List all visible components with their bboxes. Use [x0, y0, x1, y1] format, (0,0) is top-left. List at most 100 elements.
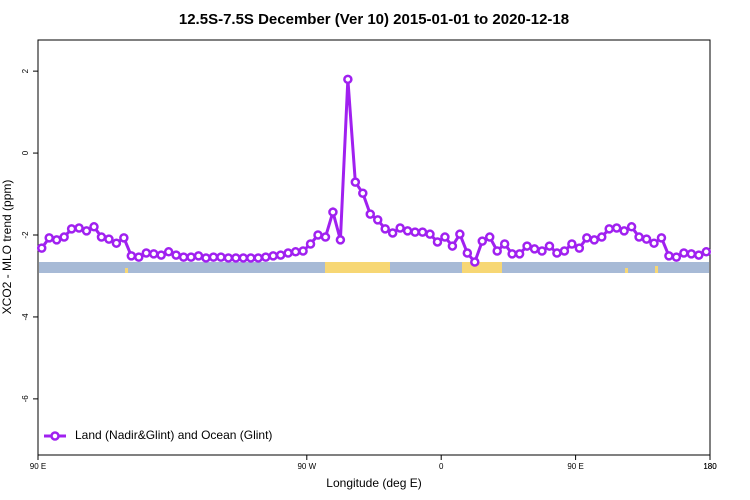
data-point	[402, 226, 413, 236]
plot-frame	[37, 39, 711, 456]
data-point	[59, 232, 69, 242]
data-line	[40, 79, 707, 266]
data-point	[253, 253, 264, 263]
data-point	[656, 233, 667, 243]
data-point	[96, 232, 107, 242]
data-point	[537, 246, 547, 256]
data-point	[619, 226, 629, 236]
data-point	[417, 227, 428, 237]
data-point	[126, 251, 137, 261]
data-point	[365, 209, 376, 219]
data-point	[298, 246, 308, 256]
x-tick-label: 90 E	[567, 462, 583, 471]
data-point	[567, 239, 577, 249]
data-point	[425, 229, 435, 239]
x-tick-label: 0	[439, 462, 444, 471]
land-speck	[125, 268, 128, 273]
data-point	[328, 207, 338, 217]
data-point	[178, 252, 189, 262]
data-point	[290, 247, 301, 257]
data-point	[305, 239, 316, 249]
data-point	[552, 248, 562, 258]
data-point	[462, 248, 473, 258]
data-point	[582, 233, 592, 243]
data-point	[671, 252, 682, 262]
data-point	[104, 234, 114, 244]
data-point	[81, 226, 92, 236]
land-speck	[625, 268, 628, 273]
land-band	[462, 262, 502, 273]
data-point	[44, 233, 54, 243]
legend-label: Land (Nadir&Glint) and Ocean (Glint)	[75, 428, 272, 442]
data-point	[380, 224, 390, 234]
y-tick-label: 2	[21, 68, 30, 73]
data-point	[664, 251, 674, 261]
data-point	[238, 253, 249, 263]
data-point	[522, 241, 532, 251]
y-tick-label: -4	[21, 313, 30, 321]
x-tick-label: 180	[703, 462, 717, 471]
data-point	[260, 252, 271, 262]
data-point	[634, 232, 644, 242]
data-point	[626, 222, 637, 232]
data-point	[134, 252, 144, 262]
data-point	[589, 235, 600, 245]
data-point	[470, 257, 480, 267]
data-point	[320, 232, 331, 242]
data-point	[679, 248, 689, 258]
data-point	[499, 239, 510, 249]
data-point	[141, 248, 152, 258]
legend-marker	[50, 431, 60, 441]
y-tick-label: -2	[21, 231, 30, 239]
data-point	[395, 223, 405, 233]
data-point	[694, 250, 704, 260]
data-point	[119, 233, 129, 243]
x-tick-label: 90 E	[30, 462, 46, 471]
data-point	[701, 247, 712, 257]
y-axis-label: XCO2 - MLO trend (ppm)	[0, 180, 14, 315]
data-point	[507, 249, 517, 259]
data-point	[410, 227, 420, 237]
data-point	[156, 250, 166, 260]
data-point	[193, 251, 204, 261]
data-point	[596, 232, 607, 242]
x-tick-label: 180	[703, 462, 717, 471]
data-point	[208, 252, 219, 262]
data-point	[66, 224, 77, 234]
data-point	[529, 244, 540, 254]
data-point	[477, 236, 488, 246]
data-point	[186, 252, 196, 262]
data-point	[246, 253, 256, 263]
data-point	[358, 188, 368, 198]
data-point	[89, 222, 99, 232]
data-point	[231, 253, 241, 263]
data-point	[484, 232, 495, 242]
data-point	[148, 249, 159, 259]
data-point	[313, 230, 323, 240]
data-point	[201, 253, 211, 263]
x-axis-label: Longitude (deg E)	[326, 476, 421, 490]
data-point	[275, 250, 286, 260]
data-point	[372, 215, 383, 225]
data-point	[111, 238, 122, 248]
data-point	[649, 238, 659, 248]
data-point	[36, 243, 47, 253]
chart-title: 12.5S-7.5S December (Ver 10) 2015-01-01 …	[179, 11, 569, 28]
data-point	[283, 248, 293, 258]
data-point	[163, 247, 174, 257]
data-point	[611, 223, 622, 233]
data-point	[574, 243, 585, 253]
data-point	[51, 235, 62, 245]
data-point	[514, 249, 525, 259]
data-point	[343, 74, 353, 85]
data-point	[335, 235, 346, 245]
data-point	[686, 249, 697, 259]
data-point	[171, 250, 181, 260]
y-tick-label: 0	[21, 150, 30, 155]
data-point	[641, 234, 652, 244]
data-point	[268, 251, 278, 261]
data-point	[447, 241, 458, 251]
data-point	[492, 246, 502, 256]
data-point	[387, 228, 398, 238]
